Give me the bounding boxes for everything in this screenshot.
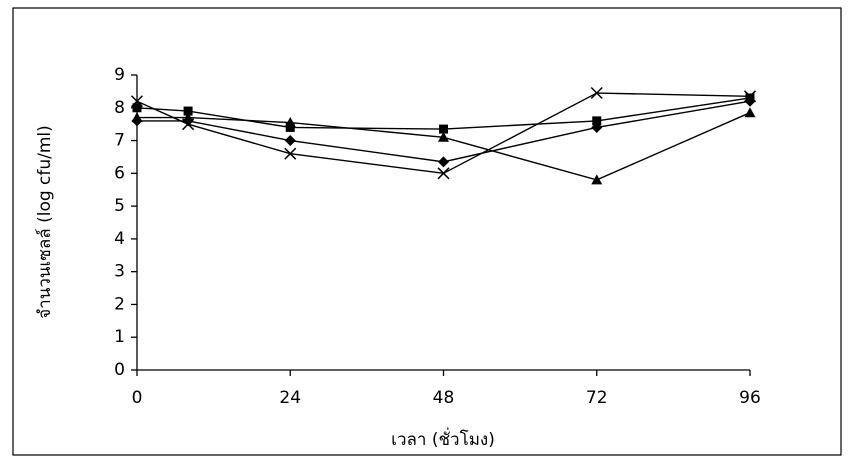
- point-marker: [592, 116, 601, 125]
- y-tick-label: 5: [114, 196, 125, 216]
- y-axis-label: จำนวนเซลล์ (log cfu/ml): [35, 125, 55, 319]
- y-tick-label: 1: [114, 327, 125, 347]
- chart: เวลา (ชั่วโมง) จำนวนเซลล์ (log cfu/ml) 0…: [0, 0, 858, 465]
- y-tick-label: 0: [114, 360, 125, 380]
- y-tick-label: 3: [114, 262, 125, 282]
- point-marker: [746, 93, 755, 102]
- y-tick-label: 2: [114, 294, 125, 314]
- x-tick-label: 24: [279, 388, 301, 408]
- y-tick-label: 8: [114, 98, 125, 118]
- x-tick-label: 96: [739, 388, 761, 408]
- y-tick-label: 9: [114, 65, 125, 85]
- y-tick-label: 6: [114, 163, 125, 183]
- y-tick-label: 4: [114, 229, 125, 249]
- x-tick-label: 0: [132, 388, 143, 408]
- x-tick-label: 48: [433, 388, 455, 408]
- y-tick-label: 7: [114, 131, 125, 151]
- x-tick-label: 72: [586, 388, 608, 408]
- x-axis-label: เวลา (ชั่วโมง): [391, 427, 495, 450]
